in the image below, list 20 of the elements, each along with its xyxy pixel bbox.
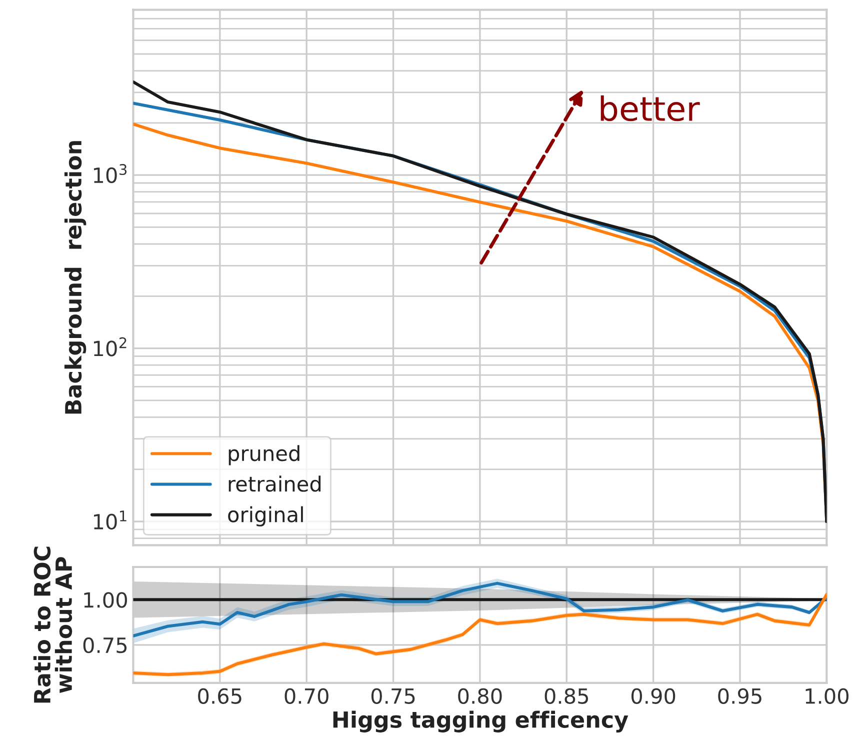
y-axis-title: Ratio to ROC without AP <box>33 546 72 703</box>
x-tick-label: 0.85 <box>544 688 588 704</box>
x-tick-label: 0.65 <box>198 688 242 704</box>
y-tick-label: 10$^{1}$ <box>94 510 126 530</box>
x-tick-label: 0.95 <box>718 688 762 704</box>
y-tick-label: 1.00 <box>84 592 127 608</box>
x-tick-label: 0.80 <box>458 688 502 704</box>
legend-label: retrained <box>228 476 321 492</box>
x-tick-label: 1.00 <box>806 688 848 704</box>
y-tick-label: 10$^{2}$ <box>94 337 126 356</box>
annotation: better <box>600 95 700 122</box>
x-tick-label: 0.90 <box>631 688 676 704</box>
y-tick-label: 0.75 <box>83 637 127 654</box>
legend-label: original <box>228 506 303 526</box>
legend-label: pruned <box>228 445 300 466</box>
y-axis-title: Background rejection <box>64 141 86 414</box>
x-tick-label: 0.70 <box>284 688 328 704</box>
x-axis-title: Higgs tagging efficency <box>333 710 628 732</box>
x-tick-label: 0.75 <box>371 688 415 704</box>
y-tick-label: 10$^{3}$ <box>94 164 127 184</box>
